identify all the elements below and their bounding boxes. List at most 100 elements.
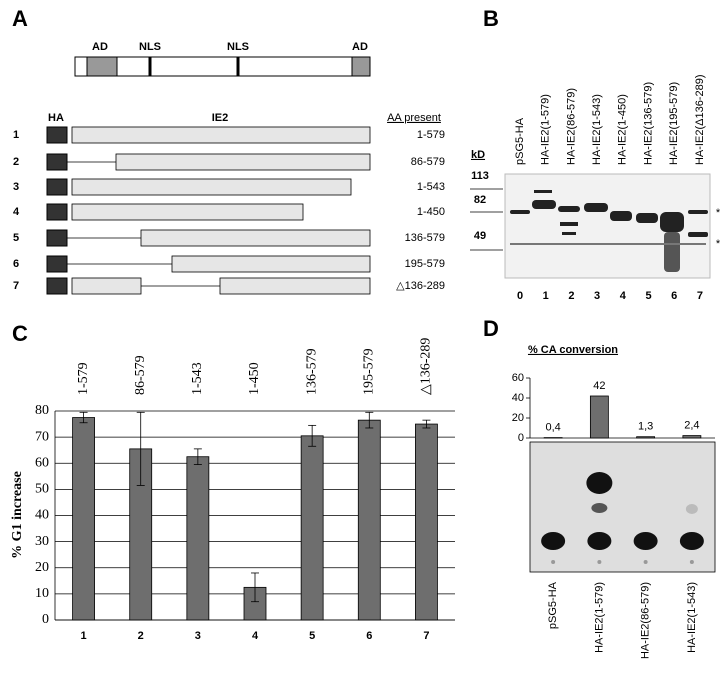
ha-tag <box>46 229 68 247</box>
bar <box>682 435 702 439</box>
x-tick-label: HA-IE2(1-543) <box>686 582 698 653</box>
panel-a: A AD NLS NLS AD HA IE2 AA present <box>12 6 441 295</box>
aa-range: 136-579 <box>405 232 445 244</box>
tlc-origin <box>597 560 602 564</box>
x-tick-label: pSG5-HA <box>547 581 559 629</box>
y-tick-label: 0 <box>42 612 49 627</box>
y-tick-label: 60 <box>512 372 524 384</box>
panel-label: A <box>12 6 28 31</box>
top-label: 136-579 <box>304 348 319 395</box>
domain-label: NLS <box>139 41 161 53</box>
ha-label: HA <box>48 112 64 124</box>
bar <box>186 456 210 621</box>
construct <box>115 153 371 171</box>
value-label: 1,3 <box>638 421 653 433</box>
tlc-spot <box>685 504 698 514</box>
top-label: △136-289 <box>419 338 434 395</box>
panel-b: B kD 113 82 49 * * <box>470 6 721 279</box>
construct <box>71 203 304 221</box>
x-tick-label: 4 <box>252 630 259 642</box>
lane-number: 7 <box>697 290 703 302</box>
domain-label: NLS <box>227 41 249 53</box>
x-tick-label: 3 <box>195 630 201 642</box>
row-number: 3 <box>13 181 19 193</box>
construct <box>71 178 352 196</box>
marker-label: 82 <box>474 194 486 206</box>
construct <box>71 126 371 144</box>
bar <box>72 417 95 621</box>
lane-label: HA-IE2(1-450) <box>617 94 629 165</box>
panel-label: C <box>12 321 28 346</box>
lane-label: pSG5-HA <box>514 117 526 165</box>
value-label: 0,4 <box>545 422 560 434</box>
y-tick-label: 20 <box>512 412 524 424</box>
construct <box>219 277 371 295</box>
y-axis-label: % G1 increase <box>10 471 25 559</box>
lane-number: 0 <box>517 290 523 302</box>
construct <box>140 229 371 247</box>
row-number: 1 <box>13 129 19 141</box>
aa-range: 195-579 <box>405 258 445 270</box>
kd-label: kD <box>471 149 485 161</box>
panel-label: D <box>483 316 499 341</box>
row-number: 5 <box>13 232 19 244</box>
aa-range: 86-579 <box>411 156 445 168</box>
aa-range: △136-289 <box>396 280 445 292</box>
tlc-origin <box>643 560 648 564</box>
row-number: 4 <box>13 206 20 218</box>
x-tick-label: HA-IE2(1-579) <box>593 582 605 653</box>
constructs <box>67 126 371 295</box>
lane-number: 3 <box>594 290 600 302</box>
tlc-spot <box>587 532 612 550</box>
x-tick-label: 6 <box>366 630 372 642</box>
marker-label: 49 <box>474 230 486 242</box>
y-tick-label: 60 <box>35 455 49 470</box>
aa-range: 1-579 <box>417 129 445 141</box>
x-tick-label: 2 <box>138 630 144 642</box>
lane-label: HA-IE2(195-579) <box>668 82 680 165</box>
tlc-plate <box>529 441 716 573</box>
bar <box>300 435 324 621</box>
y-tick-label: 50 <box>35 482 49 497</box>
lane-label: HA-IE2(1-543) <box>591 94 603 165</box>
row-number: 7 <box>13 280 19 292</box>
ha-tag <box>46 255 68 273</box>
y-tick-label: 20 <box>35 560 49 575</box>
ha-tag <box>46 126 68 144</box>
domain-box <box>351 56 371 77</box>
chart-title: % CA conversion <box>528 344 618 356</box>
lane-label: HA-IE2(136-579) <box>642 82 654 165</box>
bar <box>589 395 609 439</box>
x-tick-label: 5 <box>309 630 315 642</box>
aa-range: 1-543 <box>417 181 445 193</box>
marker-label: 113 <box>471 170 489 182</box>
tlc-origin <box>689 560 694 564</box>
domain-box <box>86 56 118 77</box>
aa-range: 1-450 <box>417 206 445 218</box>
y-tick-label: 30 <box>35 534 49 549</box>
y-tick-label: 10 <box>35 586 49 601</box>
bar <box>357 419 381 621</box>
row-number: 6 <box>13 258 19 270</box>
lane-number: 1 <box>543 290 549 302</box>
tlc-spot <box>679 532 704 550</box>
tlc-spot <box>541 532 566 550</box>
x-tick-label: 7 <box>423 630 429 642</box>
star: * <box>716 238 721 250</box>
ha-tag <box>46 153 68 171</box>
y-tick-label: 40 <box>512 392 524 404</box>
bar <box>636 436 656 439</box>
lane-label: HA-IE2(Δ136-289) <box>694 75 706 166</box>
protein-schematic <box>74 56 371 77</box>
lane-number: 2 <box>568 290 574 302</box>
construct <box>71 277 142 295</box>
ha-tag <box>46 203 68 221</box>
lane-number: 6 <box>671 290 677 302</box>
y-tick-label: 70 <box>35 429 49 444</box>
y-tick-label: 80 <box>35 403 49 418</box>
value-label: 42 <box>593 380 605 392</box>
ha-tag <box>46 178 68 196</box>
blot-bands <box>510 190 708 272</box>
star: * <box>716 207 721 219</box>
